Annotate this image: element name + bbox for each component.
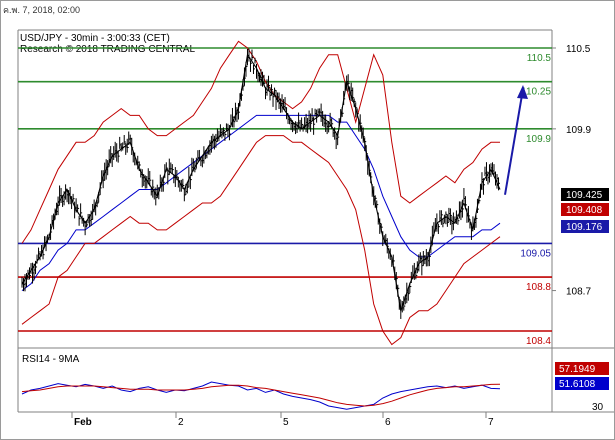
- rsi-series-ma: [21, 383, 501, 407]
- level-label-110.25: 110.25: [521, 87, 551, 98]
- level-label-110.5: 110.5: [527, 53, 552, 64]
- time-tick-label-6: 6: [385, 417, 391, 428]
- time-tick-label-2: 2: [178, 417, 184, 428]
- time-tick-label-Feb: Feb: [74, 417, 92, 428]
- price-tag-bollinger: [561, 203, 609, 216]
- price-tick-label-109.9: 109.9: [566, 125, 591, 136]
- level-label-108.4: 108.4: [526, 336, 551, 347]
- forecast-arrow: [504, 84, 528, 195]
- price-tag-label-sma: 109.176: [566, 222, 603, 233]
- price-axis: 110.5 109.9 108.7: [552, 44, 591, 298]
- time-tick-label-5: 5: [283, 417, 289, 428]
- price-tag-label-price: 109.425: [566, 190, 603, 201]
- rsi-tag-rsi: [555, 377, 609, 390]
- series-close: [21, 53, 501, 311]
- price-bars: [21, 48, 501, 319]
- price-series: [21, 40, 501, 346]
- rsi-pane: 30 57.1949 51.6108: [21, 362, 609, 413]
- forecast-arrow-shaft: [504, 94, 523, 195]
- key-levels: 110.5 110.25 109.9 109.05 108.8 108.4: [18, 47, 552, 347]
- price-tags: 109.425 109.408 109.176: [561, 188, 609, 233]
- timestamp-label: ค.พ. 7, 2018, 02:00: [3, 5, 80, 15]
- price-tag-label-bollinger: 109.408: [566, 205, 603, 216]
- price-tag-price: [561, 188, 609, 201]
- level-label-108.8: 108.8: [526, 282, 551, 293]
- price-tag-sma: [561, 220, 609, 233]
- time-tick-label-7: 7: [488, 417, 494, 428]
- instrument-label: USD/JPY - 30min - 3:00:33 (CET): [20, 33, 170, 44]
- time-axis: Feb 2 5 6 7: [71, 412, 494, 428]
- research-label: Research © 2018 TRADING CENTRAL: [20, 44, 195, 55]
- forecast-arrow-head: [517, 84, 528, 99]
- price-tick-label-110.5: 110.5: [566, 44, 591, 55]
- level-label-109.9: 109.9: [526, 134, 551, 145]
- rsi-tag-label-rsi: 51.6108: [559, 379, 596, 390]
- price-tick-label-108.7: 108.7: [566, 287, 591, 298]
- rsi-tag-ma: [555, 362, 609, 375]
- rsi-tick-label-30: 30: [592, 402, 604, 413]
- level-label-109.05: 109.05: [520, 248, 551, 259]
- rsi-title: RSI14 - 9MA: [22, 354, 80, 365]
- rsi-series-rsi: [21, 381, 501, 410]
- rsi-tag-label-ma: 57.1949: [559, 364, 596, 375]
- series-bollinger_lower: [21, 135, 501, 346]
